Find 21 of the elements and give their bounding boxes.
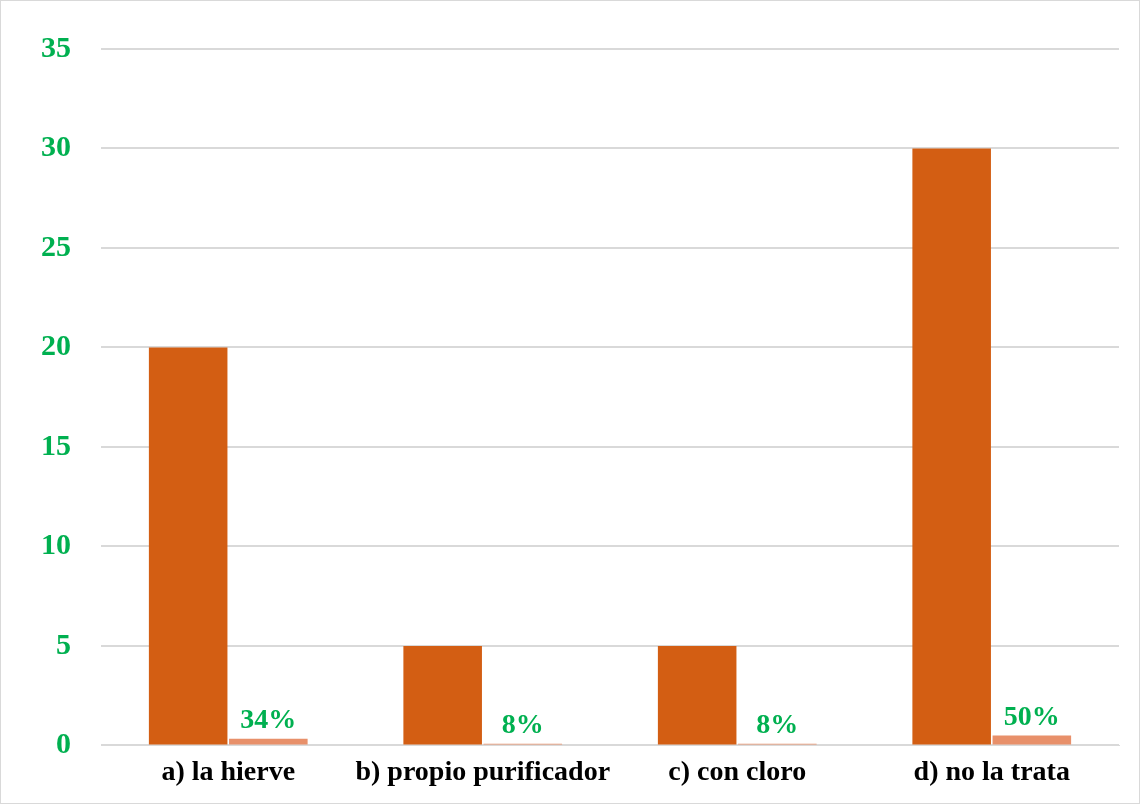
data-label: 50% xyxy=(1003,699,1060,731)
y-tick-label: 0 xyxy=(56,726,71,760)
y-tick-label: 35 xyxy=(41,29,71,63)
bar xyxy=(992,735,1072,745)
y-tick-label: 20 xyxy=(41,328,71,362)
bar xyxy=(148,347,228,745)
data-label: 8% xyxy=(501,708,544,740)
bar xyxy=(657,645,737,745)
y-tick-label: 5 xyxy=(56,626,71,660)
x-tick-label: d) no la trata xyxy=(913,755,1070,787)
x-tick-label: c) con cloro xyxy=(668,755,807,787)
y-tick-label: 10 xyxy=(41,527,71,561)
data-label: 34% xyxy=(240,702,297,734)
y-tick-label: 25 xyxy=(41,228,71,262)
data-label: 8% xyxy=(756,708,799,740)
y-tick-label: 15 xyxy=(41,427,71,461)
x-tick-label: b) propio purificador xyxy=(355,755,611,787)
bar xyxy=(912,148,991,745)
x-tick-label: a) la hierve xyxy=(161,755,296,787)
bar xyxy=(403,645,482,745)
y-tick-label: 30 xyxy=(41,129,71,163)
